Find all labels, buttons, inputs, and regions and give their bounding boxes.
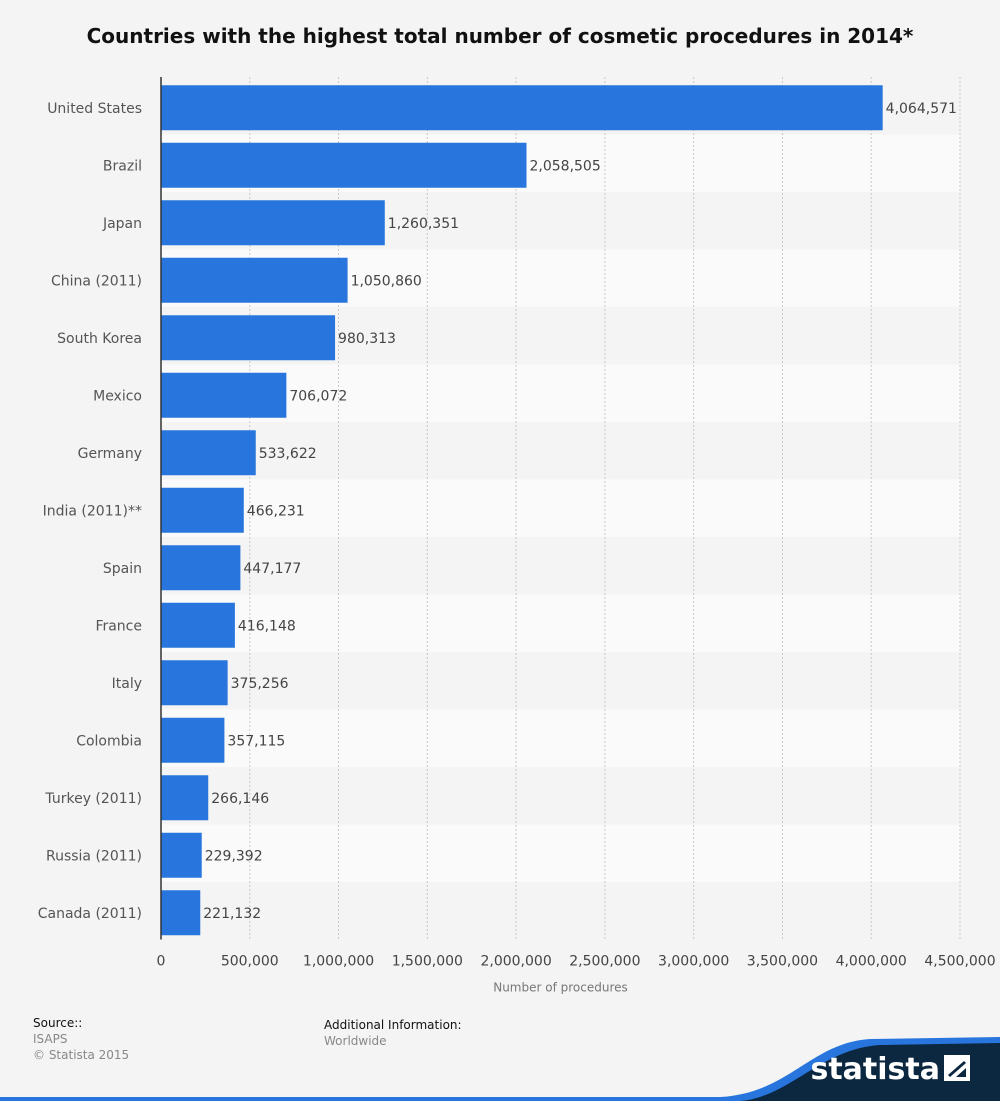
chart-title: Countries with the highest total number … [86, 24, 914, 48]
bar-chart: United States Brazil Japan China (2011) Sout… [38, 77, 996, 995]
category-labels: United States Brazil Japan China (2011) Sout… [38, 101, 142, 922]
x-tick-label: 4,500,000 [924, 954, 995, 970]
x-tick-label: 1,000,000 [303, 954, 374, 970]
brand-band-shape [740, 1043, 1000, 1101]
bar [161, 890, 201, 936]
x-tick-label: 500,000 [221, 954, 279, 970]
value-label: 980,313 [338, 331, 396, 347]
row-band [161, 767, 960, 825]
category-label: Mexico [93, 388, 142, 404]
category-label: Russia (2011) [46, 848, 142, 864]
value-label: 221,132 [203, 906, 261, 922]
bar [161, 660, 228, 706]
value-label: 375,256 [231, 676, 289, 692]
bars [161, 85, 883, 936]
category-label: Canada (2011) [38, 906, 142, 922]
row-band [161, 882, 960, 940]
category-label: France [95, 618, 142, 634]
x-tick-label: 4,000,000 [836, 954, 907, 970]
category-label: Turkey (2011) [44, 791, 142, 807]
row-band [161, 364, 960, 422]
bar [161, 257, 348, 303]
additional-info-heading: Additional Information: [324, 1018, 462, 1032]
row-band [161, 709, 960, 767]
value-label: 416,148 [238, 618, 296, 634]
bar [161, 315, 336, 361]
value-label: 357,115 [227, 733, 285, 749]
statista-logo-text: statista [810, 1052, 940, 1087]
bar [161, 372, 287, 418]
category-label: China (2011) [51, 273, 142, 289]
copyright-line: © Statista 2015 [33, 1048, 130, 1062]
value-label: 1,260,351 [388, 216, 459, 232]
category-label: Japan [102, 216, 142, 232]
x-tick-label: 1,500,000 [392, 954, 463, 970]
category-label: Brazil [103, 158, 142, 174]
category-label: Italy [112, 676, 142, 692]
value-label: 466,231 [247, 503, 305, 519]
row-band [161, 652, 960, 710]
value-label: 229,392 [205, 848, 263, 864]
source-block: Source:: ISAPS © Statista 2015 [33, 1015, 129, 1063]
x-tick-labels: 0 500,000 1,000,000 1,500,000 2,000,000 2,500… [157, 954, 996, 970]
category-label: Germany [78, 446, 142, 462]
category-label: India (2011)** [43, 503, 142, 519]
bar [161, 142, 527, 188]
x-tick-label: 3,000,000 [658, 954, 729, 970]
row-band [161, 824, 960, 882]
bar [161, 717, 225, 763]
x-axis-label: Number of procedures [493, 981, 628, 995]
x-tick-label: 0 [157, 954, 166, 970]
x-tick-label: 2,000,000 [480, 954, 551, 970]
value-labels: 4,064,571 2,058,505 1,260,351 1,050,860 980,… [203, 101, 957, 922]
brand-band [0, 1037, 1000, 1101]
statista-logo-icon [944, 1055, 970, 1081]
value-label: 266,146 [211, 791, 269, 807]
bar [161, 545, 241, 591]
bar [161, 85, 883, 131]
category-label: Colombia [76, 733, 142, 749]
row-band [161, 479, 960, 537]
x-tick-label: 3,500,000 [747, 954, 818, 970]
value-label: 4,064,571 [886, 101, 957, 117]
additional-info-block: Additional Information: Worldwide [324, 1017, 462, 1049]
additional-info-line: Worldwide [324, 1034, 387, 1048]
row-band [161, 537, 960, 595]
bar [161, 200, 385, 246]
value-label: 447,177 [243, 561, 301, 577]
row-band [161, 422, 960, 480]
value-label: 533,622 [259, 446, 317, 462]
bar [161, 602, 235, 648]
category-label: Spain [103, 561, 142, 577]
category-label: South Korea [57, 331, 142, 347]
value-label: 706,072 [289, 388, 347, 404]
bar [161, 487, 244, 533]
bar [161, 832, 202, 878]
x-tick-label: 2,500,000 [569, 954, 640, 970]
bar [161, 430, 256, 476]
source-line: ISAPS [33, 1032, 68, 1046]
row-band [161, 594, 960, 652]
value-label: 2,058,505 [529, 158, 600, 174]
bar [161, 775, 209, 821]
category-label: United States [47, 101, 142, 117]
source-heading: Source:: [33, 1016, 83, 1030]
value-label: 1,050,860 [351, 273, 422, 289]
